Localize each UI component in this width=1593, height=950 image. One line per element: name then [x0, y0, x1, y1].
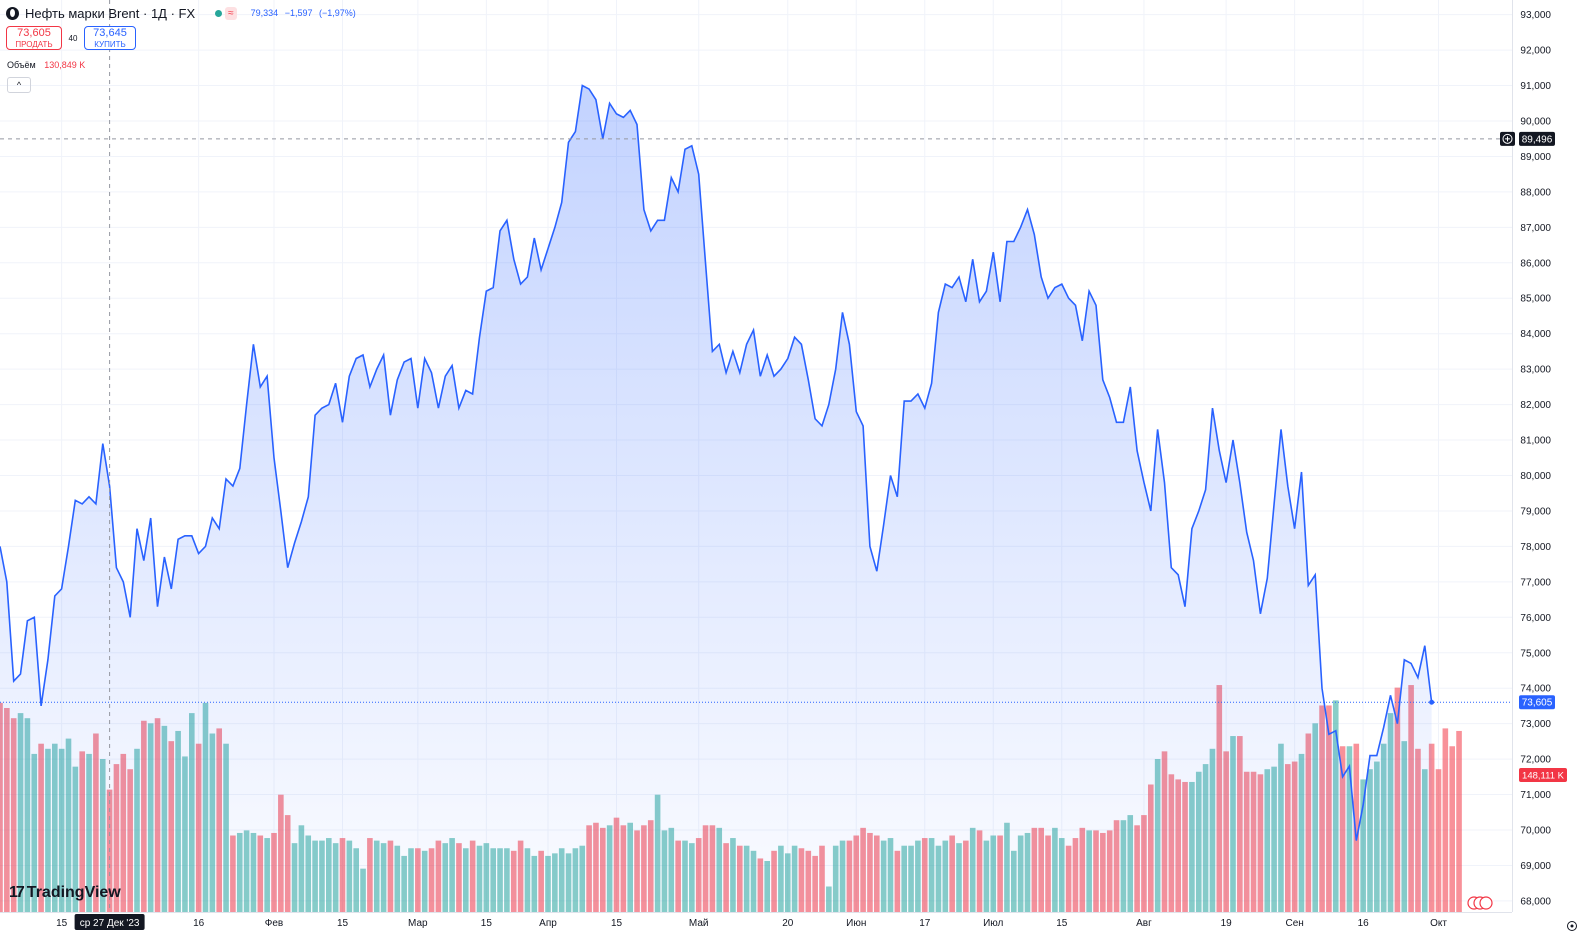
price-tick-label: 76,000	[1520, 613, 1551, 624]
time-tick-label: 17	[919, 918, 931, 929]
time-tick-label: Июл	[983, 918, 1003, 929]
ohlc-quote: 79,334 −1,597 (−1,97%)	[251, 8, 360, 18]
gear-icon-center	[1570, 924, 1574, 928]
buy-price: 73,645	[93, 27, 127, 39]
time-tick-label: 15	[481, 918, 493, 929]
price-tick-label: 78,000	[1520, 542, 1551, 553]
price-tick-label: 88,000	[1520, 187, 1551, 198]
price-tick-label: 73,000	[1520, 719, 1551, 730]
sell-price: 73,605	[17, 27, 51, 39]
quote-change-pct: (−1,97%)	[319, 8, 356, 18]
price-tick-label: 87,000	[1520, 223, 1551, 234]
volume-bar	[1435, 769, 1442, 912]
price-tick-label: 91,000	[1520, 81, 1551, 92]
price-tick-label: 70,000	[1520, 826, 1551, 837]
sell-label: ПРОДАТЬ	[15, 40, 53, 49]
tradingview-wordmark: TradingView	[26, 884, 121, 901]
gear-icon-ring	[1567, 921, 1577, 931]
economic-events-icon[interactable]	[1467, 896, 1493, 910]
price-tick-label: 85,000	[1520, 294, 1551, 305]
collapse-legend-button[interactable]: ^	[7, 77, 31, 93]
spread-value: 40	[68, 33, 78, 43]
volume-bar	[1353, 743, 1360, 912]
price-tick-label: 68,000	[1520, 896, 1551, 907]
time-tick-label: 16	[1358, 918, 1370, 929]
price-tick-label: 80,000	[1520, 471, 1551, 482]
add-alert-icon[interactable]	[1500, 131, 1515, 146]
time-tick-label: Сен	[1285, 918, 1303, 929]
sell-button[interactable]: 73,605 ПРОДАТЬ	[6, 26, 62, 50]
crosshair-price-label-bg	[1519, 131, 1555, 146]
last-price-dot	[1429, 699, 1435, 705]
volume-bar	[1442, 728, 1449, 912]
quote-price: 79,334	[250, 8, 279, 18]
last-price-label-bg	[1519, 695, 1555, 710]
tradingview-mark-icon: 17	[9, 884, 25, 901]
time-tick-label: Май	[689, 918, 709, 929]
delayed-data-badge: ≈	[225, 6, 237, 20]
quote-change: −1,597	[284, 8, 313, 18]
buy-label: КУПИТЬ	[94, 40, 126, 49]
volume-legend[interactable]: Объём 130,849 K	[7, 60, 85, 70]
price-tick-label: 72,000	[1520, 755, 1551, 766]
price-tick-label: 84,000	[1520, 329, 1551, 340]
price-tick-label: 69,000	[1520, 861, 1551, 872]
chart-overlays	[0, 0, 1512, 912]
last-price-label: 73,605	[1522, 698, 1553, 709]
price-tick-label: 74,000	[1520, 684, 1551, 695]
time-tick-label: Авг	[1136, 918, 1152, 929]
time-tick-label: Июн	[846, 918, 866, 929]
time-tick-label: Апр	[539, 918, 557, 929]
volume-value-label: 148,111 K	[1522, 771, 1565, 782]
crosshair-time-label: ср 27 Дек '23	[80, 918, 140, 929]
volume-bar	[1456, 730, 1462, 912]
price-tick-label: 90,000	[1520, 116, 1551, 127]
price-tick-label: 86,000	[1520, 258, 1551, 269]
crosshair-time-label-bg	[74, 914, 145, 930]
trade-panel: 73,605 ПРОДАТЬ 40 73,645 КУПИТЬ	[6, 26, 136, 50]
time-tick-label: Фев	[265, 918, 283, 929]
time-tick-label: 20	[782, 918, 794, 929]
volume-value: 130,849 K	[44, 60, 86, 70]
price-line	[0, 84, 1433, 841]
time-tick-label: Окт	[1430, 918, 1447, 929]
volume-bar	[1428, 743, 1435, 912]
price-tick-label: 82,000	[1520, 400, 1551, 411]
symbol-legend: Нефть марки Brent · 1Д · FX ≈ 79,334 −1,…	[6, 4, 360, 22]
time-axis: 15 16 Фев 15 Мар 15 Апр 15 Май 20 Июн 17 Июл 15 Авг 19 С…	[0, 896, 1577, 931]
oil-symbol-icon	[6, 6, 19, 20]
price-tick-label: 92,000	[1520, 46, 1551, 57]
price-tick-label: 83,000	[1520, 365, 1551, 376]
price-tick-label: 77,000	[1520, 577, 1551, 588]
buy-button[interactable]: 73,645 КУПИТЬ	[84, 26, 136, 50]
time-tick-label: 19	[1221, 918, 1233, 929]
time-tick-label: 15	[611, 918, 623, 929]
axis-settings-icon[interactable]	[1567, 921, 1577, 931]
volume-value-label-bg	[1519, 768, 1567, 783]
tradingview-logo[interactable]: 17 TradingView	[9, 884, 121, 902]
price-tick-label: 93,000	[1520, 10, 1551, 21]
event-flag-icon	[1479, 896, 1493, 910]
price-area-fill	[0, 85, 1432, 912]
time-tick-label: 16	[193, 918, 205, 929]
time-tick-label: 15	[337, 918, 349, 929]
price-axis: 68,000 69,000 70,000 71,000 72,000 73,000 74,0…	[1500, 0, 1567, 912]
time-tick-label: 15	[1056, 918, 1068, 929]
market-status[interactable]: ≈	[215, 6, 237, 20]
price-tick-label: 81,000	[1520, 436, 1551, 447]
price-tick-label: 89,000	[1520, 152, 1551, 163]
add-alert-icon-ring	[1502, 133, 1513, 144]
volume-bar	[1449, 746, 1455, 912]
time-tick-label: 15	[56, 918, 68, 929]
crosshair-price-label: 89,496	[1522, 134, 1553, 145]
price-tick-label: 79,000	[1520, 506, 1551, 517]
price-tick-label: 71,000	[1520, 790, 1551, 801]
time-tick-label: Мар	[408, 918, 428, 929]
price-tick-label: 75,000	[1520, 648, 1551, 659]
volume-label: Объём	[7, 60, 36, 70]
market-open-icon	[215, 9, 223, 17]
symbol-title[interactable]: Нефть марки Brent · 1Д · FX	[25, 5, 196, 21]
